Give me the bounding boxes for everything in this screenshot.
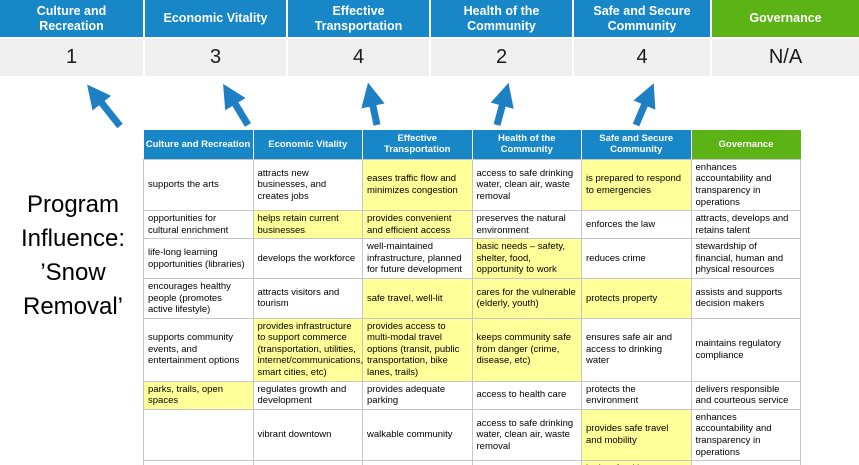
matrix-cell-2-3: basic needs – safety, shelter, food, opp… <box>471 238 582 279</box>
matrix-cell-7-5 <box>690 460 801 465</box>
scoreboard-score-1: 3 <box>145 39 288 76</box>
matrix-cell-0-4: is prepared to respond to emergencies <box>581 158 692 212</box>
matrix-cell-3-5: assists and supports decision makers <box>690 277 801 319</box>
matrix-cell-5-5: delivers responsible and courteous servi… <box>690 380 801 410</box>
matrix-cell-4-1: provides infrastructure to support comme… <box>252 317 363 382</box>
matrix-cell-3-0: encourages healthy people (promotes acti… <box>143 277 254 319</box>
matrix-cell-7-3 <box>471 460 582 465</box>
up-arrow-icon <box>87 84 123 128</box>
scoreboard-header-4: Safe and Secure Community <box>574 0 712 39</box>
matrix-cell-0-2: eases traffic flow and minimizes congest… <box>362 158 473 212</box>
matrix-cell-0-1: attracts new businesses, and creates job… <box>252 158 363 212</box>
scoreboard-header-1: Economic Vitality <box>145 0 288 39</box>
matrix-row-4: supports community events, and entertain… <box>143 317 801 382</box>
matrix-header-4: Safe and Secure Community <box>581 130 692 160</box>
matrix-cell-7-2 <box>362 460 473 465</box>
scoreboard-header-row: Culture and Recreation Economic Vitality E… <box>0 0 859 39</box>
matrix-cell-0-5: enhances accountability and transparency… <box>690 158 801 212</box>
matrix-cell-5-1: regulates growth and development <box>252 380 363 410</box>
matrix-cell-7-0 <box>143 460 254 465</box>
matrix-cell-7-1 <box>252 460 363 465</box>
matrix-head: Culture and Recreation Economic Vitality E… <box>143 130 801 160</box>
matrix-cell-1-5: attracts, develops and retains talent <box>690 210 801 240</box>
matrix-cell-3-2: safe travel, well-lit <box>362 277 473 319</box>
matrix-cell-3-1: attracts visitors and tourism <box>252 277 363 319</box>
page-title: Program Influence: ’Snow Removal’ <box>0 188 146 324</box>
scoreboard-score-row: 1 3 4 2 4 N/A <box>0 39 859 76</box>
matrix-cell-4-3: keeps community safe from danger (crime,… <box>471 317 582 382</box>
title-line: Influence: <box>20 225 126 253</box>
matrix-cell-2-5: stewardship of financial, human and phys… <box>690 238 801 279</box>
scoreboard-header-5: Governance <box>712 0 859 39</box>
matrix-cell-4-4: ensures safe air and access to drinking … <box>581 317 692 382</box>
title-line: ’Snow <box>40 259 106 287</box>
matrix-cell-6-3: access to safe drinking water, clean air… <box>471 408 582 462</box>
matrix-cell-5-4: protects the environment <box>581 380 692 410</box>
matrix-cell-6-5: enhances accountability and transparency… <box>690 408 801 462</box>
matrix-row-1: opportunities for cultural enrichment hel… <box>143 210 801 240</box>
title-line: Program <box>26 191 120 218</box>
matrix-header-2: Effective Transportation <box>362 130 473 160</box>
matrix-row-5: parks, trails, open spaces regulates grow… <box>143 380 801 410</box>
matrix-row-2: life-long learning opportunities (librar… <box>143 238 801 279</box>
scoreboard-score-2: 4 <box>288 39 431 76</box>
matrix-cell-3-3: cares for the vulnerable (elderly, youth… <box>471 277 582 319</box>
up-arrow-icon <box>632 83 656 127</box>
matrix-cell-2-1: develops the workforce <box>252 238 363 279</box>
matrix-header-3: Health of the Community <box>472 130 582 160</box>
up-arrow-icon <box>223 83 251 127</box>
matrix-row-6: vibrant downtown walkable community access… <box>143 408 801 462</box>
scoreboard-score-3: 2 <box>431 39 574 76</box>
scoreboard-score-5: N/A <box>712 39 859 76</box>
up-arrow-icon <box>490 82 514 126</box>
matrix-header-1: Economic Vitality <box>253 130 363 160</box>
matrix-cell-6-0 <box>143 408 254 462</box>
matrix-cell-1-2: provides convenient and efficient access <box>362 210 473 240</box>
matrix-cell-1-3: preserves the natural environment <box>471 210 582 240</box>
matrix-cell-1-1: helps retain current businesses <box>252 210 363 240</box>
matrix-cell-6-2: walkable community <box>362 408 473 462</box>
title-line: Removal’ <box>22 293 124 321</box>
matrix-cell-2-4: reduces crime <box>581 238 692 279</box>
matrix-cell-4-5: maintains regulatory compliance <box>690 317 801 382</box>
matrix-header-5: Governance <box>691 130 801 160</box>
matrix-cell-6-4: provides safe travel and mobility <box>581 408 692 462</box>
matrix-cell-1-0: opportunities for cultural enrichment <box>143 210 254 240</box>
matrix-cell-7-4: looks after it's most vulnerable <box>581 460 692 465</box>
scoreboard: Culture and Recreation Economic Vitality E… <box>0 0 859 76</box>
matrix-cell-0-3: access to safe drinking water, clean air… <box>471 158 582 212</box>
scoreboard-header-3: Health of the Community <box>431 0 574 39</box>
matrix-cell-5-0: parks, trails, open spaces <box>143 380 254 410</box>
scoreboard-score-0: 1 <box>0 39 145 76</box>
scoreboard-score-4: 4 <box>574 39 712 76</box>
matrix-cell-0-0: supports the arts <box>143 158 254 212</box>
matrix-cell-2-0: life-long learning opportunities (librar… <box>143 238 254 279</box>
matrix-header-0: Culture and Recreation <box>143 130 254 160</box>
matrix-header-row: Culture and Recreation Economic Vitality E… <box>143 130 801 160</box>
matrix-row-0: supports the arts attracts new businesses… <box>143 158 801 212</box>
up-arrow-icon <box>361 82 385 126</box>
matrix-cell-5-3: access to health care <box>471 380 582 410</box>
matrix-cell-2-2: well-maintained infrastructure, planned … <box>362 238 473 279</box>
influence-matrix: Culture and Recreation Economic Vitality E… <box>143 130 801 465</box>
matrix-cell-3-4: protects property <box>581 277 692 319</box>
scoreboard-header-2: Effective Transportation <box>288 0 431 39</box>
matrix-cell-4-2: provides access to multi-modal travel op… <box>362 317 473 382</box>
matrix-row-3: encourages healthy people (promotes acti… <box>143 277 801 319</box>
score-arrows <box>87 82 656 128</box>
matrix-cell-1-4: enforces the law <box>581 210 692 240</box>
matrix-row-7: looks after it's most vulnerable <box>143 460 801 465</box>
matrix-body: supports the arts attracts new businesses… <box>143 158 801 465</box>
matrix-cell-6-1: vibrant downtown <box>252 408 363 462</box>
matrix-cell-5-2: provides adequate parking <box>362 380 473 410</box>
scoreboard-header-0: Culture and Recreation <box>0 0 145 39</box>
matrix-cell-4-0: supports community events, and entertain… <box>143 317 254 382</box>
